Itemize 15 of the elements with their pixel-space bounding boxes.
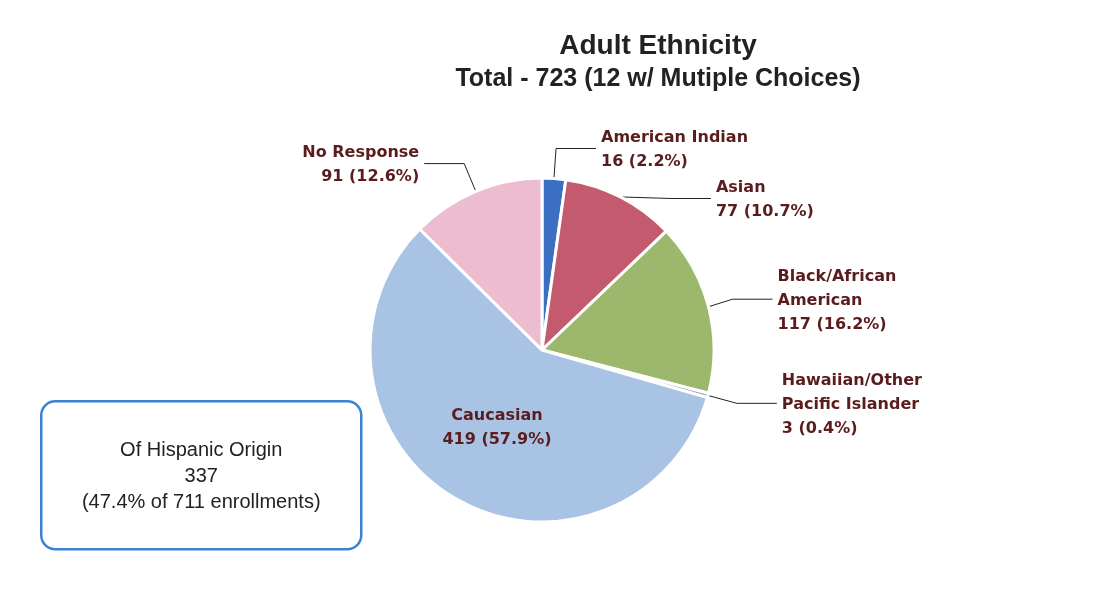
slice-label: Black/African American: [777, 265, 902, 309]
data-label: 91 (12.6%): [321, 166, 420, 186]
slice-label: Hawaiian/Other Pacific Islander: [781, 369, 928, 413]
data-label: 16 (2.2%): [601, 150, 688, 170]
slice-label: Caucasian: [451, 405, 543, 425]
slice-label: Asian: [715, 176, 766, 196]
slice-label: American Indian: [601, 126, 749, 146]
slice-label: No Response: [302, 142, 420, 162]
data-label: 419 (57.9%): [442, 429, 552, 449]
data-label: 77 (10.7%): [715, 200, 814, 220]
text: Of Hispanic Origin 337 (47.4% of 711 enrollments): [81, 438, 321, 513]
data-label: 117 (16.2%): [777, 313, 887, 333]
chart-subtitle: Total - 723 (12 w/ Mutiple Choices): [455, 62, 861, 91]
chart-title: Adult Ethnicity: [559, 28, 758, 60]
data-label: 3 (0.4%): [781, 417, 858, 437]
